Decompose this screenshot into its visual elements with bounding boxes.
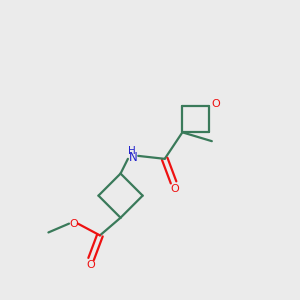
Text: O: O [211, 99, 220, 110]
Text: O: O [87, 260, 95, 270]
Text: N: N [128, 151, 137, 164]
Text: H: H [128, 146, 136, 157]
Text: O: O [171, 184, 179, 194]
Text: O: O [69, 219, 78, 229]
